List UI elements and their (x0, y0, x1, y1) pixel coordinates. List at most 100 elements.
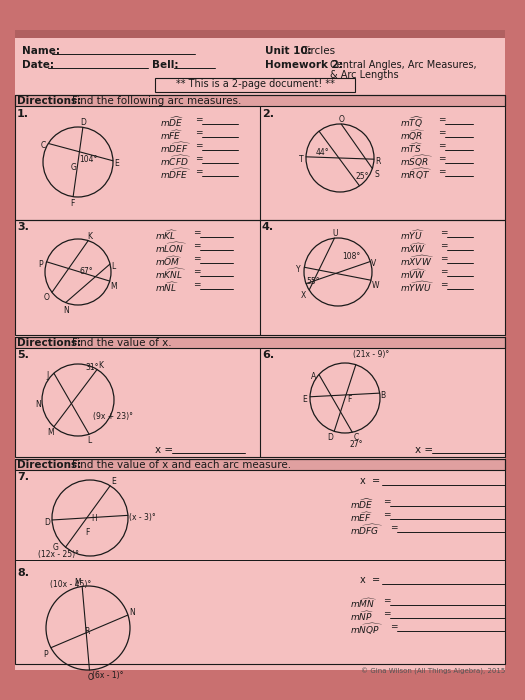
Text: =: = (195, 128, 203, 137)
Text: $m\widehat{XW}$: $m\widehat{XW}$ (400, 241, 428, 255)
Text: =: = (383, 596, 391, 605)
Text: $m\widehat{TQ}$: $m\widehat{TQ}$ (400, 115, 425, 130)
Text: $m\widehat{KNL}$: $m\widehat{KNL}$ (155, 267, 186, 281)
Text: P: P (39, 260, 43, 269)
Text: =: = (440, 254, 447, 263)
Text: $m\widehat{MN}$: $m\widehat{MN}$ (350, 596, 377, 610)
Text: & Arc Lengths: & Arc Lengths (330, 70, 398, 80)
Text: Date:: Date: (22, 60, 54, 70)
Text: T: T (299, 155, 303, 164)
Text: C: C (353, 433, 359, 442)
Bar (15, 95, 505, 106)
Text: M: M (47, 428, 54, 437)
Text: F: F (70, 199, 75, 208)
Text: =: = (390, 622, 397, 631)
Text: J: J (46, 371, 48, 380)
Text: 3.: 3. (17, 222, 29, 232)
Text: C: C (40, 141, 46, 150)
Text: D: D (44, 518, 50, 527)
Text: =: = (440, 241, 447, 250)
Text: =: = (440, 267, 447, 276)
Text: ** This is a 2-page document! **: ** This is a 2-page document! ** (175, 79, 334, 89)
Text: Directions:: Directions: (17, 460, 81, 470)
Bar (15, 220, 505, 335)
Text: G: G (53, 543, 59, 552)
Text: =: = (438, 141, 446, 150)
Text: 44°: 44° (316, 148, 330, 157)
Text: 7.: 7. (17, 472, 29, 482)
Text: $m\widehat{NQP}$: $m\widehat{NQP}$ (350, 622, 383, 637)
Bar (15, 459, 505, 664)
Text: L: L (111, 262, 116, 271)
Text: $m\widehat{XVW}$: $m\widehat{XVW}$ (400, 254, 434, 268)
Text: 104°: 104° (79, 155, 97, 164)
Text: $m\widehat{DFE}$: $m\widehat{DFE}$ (160, 167, 191, 181)
Text: U: U (332, 229, 338, 238)
Text: R: R (84, 627, 89, 636)
Text: $m\widehat{CFD}$: $m\widehat{CFD}$ (160, 154, 192, 168)
Text: =: = (383, 609, 391, 618)
Text: M: M (74, 578, 81, 587)
Text: X: X (301, 291, 307, 300)
Text: 5.: 5. (17, 350, 29, 360)
Text: E: E (302, 395, 307, 404)
Text: L: L (87, 436, 91, 445)
Text: A: A (311, 372, 316, 381)
Text: 31°: 31° (85, 363, 99, 372)
Text: F: F (85, 528, 89, 537)
Text: $m\widehat{KL}$: $m\widehat{KL}$ (155, 228, 179, 242)
Text: F: F (347, 395, 351, 404)
Text: Directions:: Directions: (17, 96, 81, 106)
Text: 4.: 4. (262, 222, 274, 232)
Text: 27°: 27° (349, 440, 362, 449)
Text: Circles: Circles (300, 46, 335, 56)
Text: O: O (44, 293, 50, 302)
Text: =: = (195, 141, 203, 150)
Text: $m\widehat{EF}$: $m\widehat{EF}$ (350, 510, 373, 524)
Text: =: = (195, 154, 203, 163)
Bar (15, 95, 505, 220)
Text: $m\widehat{DE}$: $m\widehat{DE}$ (160, 115, 184, 129)
Text: (21x - 9)°: (21x - 9)° (353, 350, 389, 359)
Text: (6x - 1)°: (6x - 1)° (92, 671, 124, 680)
Text: $m\widehat{DE}$: $m\widehat{DE}$ (350, 497, 374, 511)
Text: (x - 3)°: (x - 3)° (129, 513, 155, 522)
Text: (10x - 45)°: (10x - 45)° (50, 580, 91, 589)
Text: =: = (438, 115, 446, 124)
Text: Name:: Name: (22, 46, 60, 56)
Text: $m\widehat{NP}$: $m\widehat{NP}$ (350, 609, 374, 622)
Text: $m\widehat{FE}$: $m\widehat{FE}$ (160, 128, 183, 141)
Text: V: V (371, 260, 376, 269)
Text: =: = (390, 523, 397, 532)
Text: (12x - 25)°: (12x - 25)° (38, 550, 79, 559)
Text: M: M (111, 282, 118, 291)
Text: $m\widehat{VW}$: $m\widehat{VW}$ (400, 267, 428, 281)
Text: 1.: 1. (17, 109, 29, 119)
Bar (15, 459, 505, 470)
Bar (15, 30, 505, 38)
Text: H: H (91, 514, 97, 523)
Text: =: = (440, 280, 447, 289)
Text: =: = (440, 228, 447, 237)
Text: =: = (438, 154, 446, 163)
Text: $m\widehat{OM}$: $m\widehat{OM}$ (155, 254, 182, 268)
Text: Central Angles, Arc Measures,: Central Angles, Arc Measures, (330, 60, 477, 70)
Text: W: W (372, 281, 380, 290)
Text: (9x + 23)°: (9x + 23)° (93, 412, 133, 421)
Text: $m\widehat{DEF}$: $m\widehat{DEF}$ (160, 141, 191, 155)
Text: R: R (375, 158, 380, 166)
Text: $m\widehat{LON}$: $m\widehat{LON}$ (155, 241, 187, 255)
Text: Find the value of x.: Find the value of x. (72, 338, 172, 348)
Text: =: = (193, 228, 201, 237)
Text: E: E (111, 477, 116, 486)
Text: Find the value of x and each arc measure.: Find the value of x and each arc measure… (72, 460, 291, 470)
Text: $m\widehat{YWU}$: $m\widehat{YWU}$ (400, 280, 434, 294)
Text: =: = (438, 167, 446, 176)
Text: $m\widehat{QR}$: $m\widehat{QR}$ (400, 128, 426, 143)
Text: K: K (98, 361, 103, 370)
Text: K: K (87, 232, 92, 241)
Text: =: = (383, 510, 391, 519)
Text: N: N (35, 400, 41, 409)
Text: =: = (195, 115, 203, 124)
Bar (15, 337, 505, 457)
